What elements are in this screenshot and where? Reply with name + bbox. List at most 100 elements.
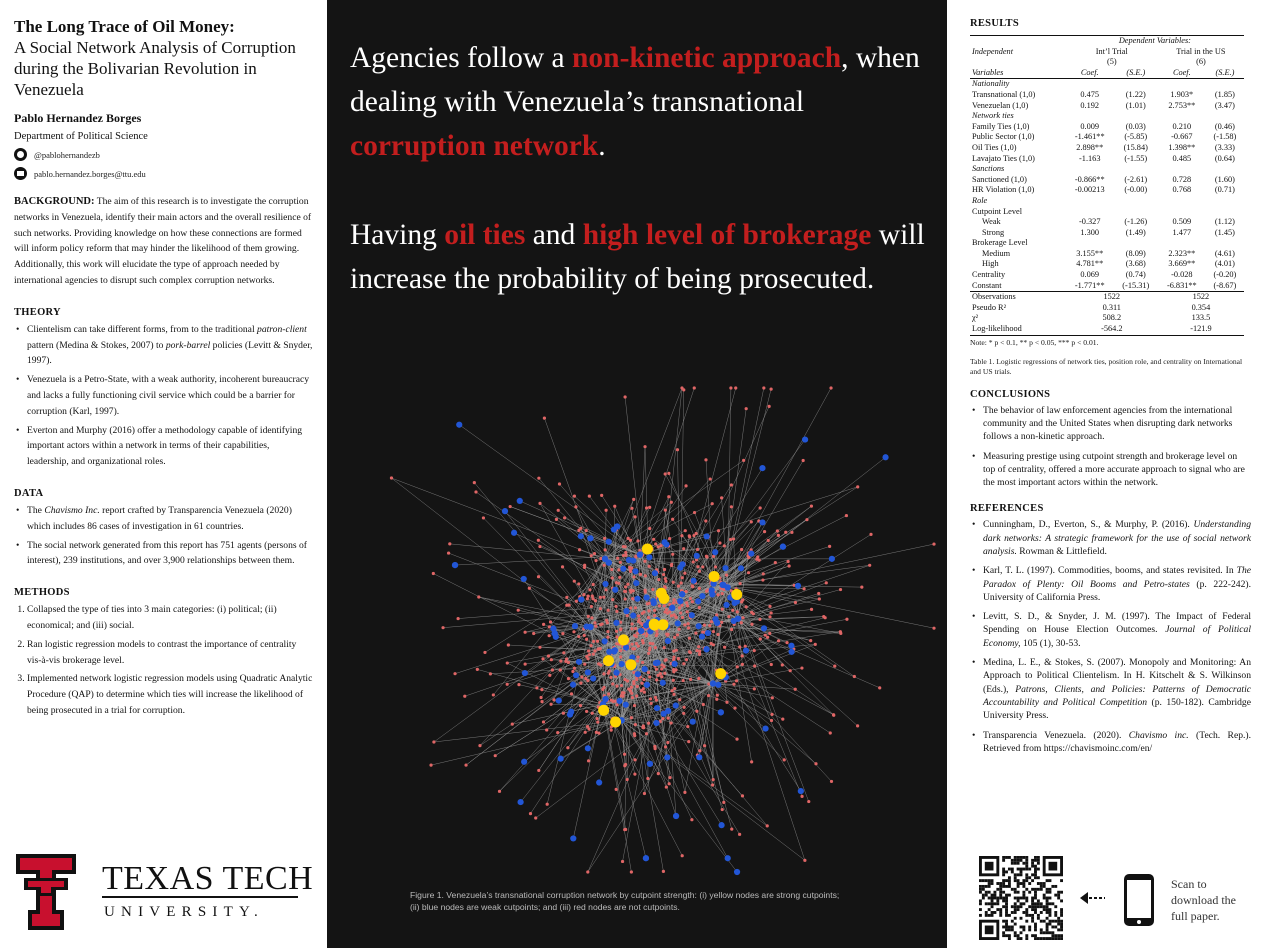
network-edge [603, 673, 622, 721]
node-non-cutpoint [755, 557, 759, 561]
network-edge [737, 593, 819, 619]
node-non-cutpoint [663, 585, 667, 589]
table-stat-row: Log-likelihood -564.2 -121.9 [970, 324, 1244, 336]
table-row: Brokerage Level [972, 238, 1028, 248]
node-non-cutpoint [535, 686, 539, 690]
network-edge [722, 565, 870, 586]
node-non-cutpoint [657, 604, 662, 608]
node-non-cutpoint [593, 599, 598, 603]
node-non-cutpoint [619, 683, 624, 688]
node-non-cutpoint [617, 568, 621, 572]
node-non-cutpoint [618, 649, 623, 653]
network-edge [602, 599, 661, 705]
node-non-cutpoint [633, 723, 637, 727]
network-edge [648, 622, 817, 764]
node-non-cutpoint [688, 596, 692, 601]
node-non-cutpoint [839, 631, 843, 635]
node-non-cutpoint [829, 779, 834, 784]
node-non-cutpoint [583, 730, 587, 734]
node-non-cutpoint [587, 494, 591, 498]
network-edge [737, 618, 772, 665]
references-heading: REFERENCES [970, 503, 1044, 515]
network-edge [672, 601, 699, 609]
node-non-cutpoint [591, 597, 595, 601]
node-non-cutpoint [604, 588, 608, 592]
table-row: Lavajato Ties (1,0) -1.163 (-1.55) 0.485 (0.… [972, 153, 1235, 163]
node-non-cutpoint [802, 587, 806, 591]
node-non-cutpoint [672, 598, 676, 602]
node-weak-cutpoint [551, 630, 558, 637]
node-non-cutpoint [646, 776, 650, 781]
node-non-cutpoint [642, 677, 646, 682]
node-non-cutpoint [623, 585, 628, 589]
node-non-cutpoint [695, 547, 700, 552]
email-address[interactable]: pablo.hernandez.borges@ttu.edu [34, 168, 146, 179]
node-non-cutpoint [448, 542, 452, 546]
node-weak-cutpoint [634, 595, 641, 602]
node-non-cutpoint [646, 670, 651, 675]
node-non-cutpoint [697, 569, 702, 573]
node-non-cutpoint [585, 597, 589, 601]
qr-code-icon[interactable] [979, 856, 1063, 940]
node-non-cutpoint [523, 630, 527, 634]
node-weak-cutpoint [733, 598, 740, 605]
node-non-cutpoint [615, 609, 619, 613]
reference-item: Levitt, S. D., & Snyder, J. M. (1997). T… [972, 610, 1251, 650]
node-non-cutpoint [660, 675, 664, 679]
node-non-cutpoint [597, 731, 601, 735]
texas-tech-logo: TEXAS TECH UNIVERSITY. [14, 852, 314, 932]
node-non-cutpoint [710, 502, 714, 506]
node-weak-cutpoint [622, 701, 629, 708]
node-weak-cutpoint [572, 672, 580, 679]
node-non-cutpoint [743, 644, 747, 648]
coef-header: Coef. [1065, 67, 1114, 80]
node-non-cutpoint [686, 622, 690, 626]
node-non-cutpoint [685, 610, 689, 614]
network-edge [579, 558, 606, 597]
node-non-cutpoint [643, 445, 647, 449]
node-non-cutpoint [786, 559, 790, 564]
network-edge [621, 649, 650, 721]
node-non-cutpoint [860, 585, 864, 589]
network-edge [601, 495, 641, 555]
node-weak-cutpoint [623, 644, 630, 651]
email-contact[interactable]: pablo.hernandez.borges@ttu.edu [14, 167, 313, 180]
network-edge [705, 459, 714, 584]
node-non-cutpoint [684, 589, 688, 594]
node-non-cutpoint [491, 693, 495, 697]
node-non-cutpoint [599, 556, 603, 561]
node-non-cutpoint [621, 694, 625, 698]
node-non-cutpoint [720, 591, 724, 596]
node-weak-cutpoint [602, 580, 609, 588]
table-row: High 4.781** (3.68) 3.669** (4.01) [982, 259, 1235, 269]
network-edge [562, 566, 625, 642]
node-non-cutpoint [691, 585, 695, 589]
node-non-cutpoint [614, 629, 619, 633]
node-non-cutpoint [632, 575, 636, 579]
node-non-cutpoint [663, 508, 667, 512]
node-non-cutpoint [728, 537, 733, 542]
github-contact[interactable]: @pablohernandezb [14, 148, 313, 161]
middle-column: Agencies follow a non-kinetic approach, … [327, 0, 947, 948]
node-non-cutpoint [583, 563, 587, 567]
node-non-cutpoint [566, 660, 571, 665]
node-non-cutpoint [640, 638, 645, 643]
network-edge [666, 626, 834, 715]
table-row: Venezuelan (1,0) 0.192 (1.01) 2.753** (3.47) [972, 100, 1235, 110]
scan-instruction: Scan to download the full paper. [1171, 877, 1236, 923]
github-handle[interactable]: @pablohernandezb [34, 149, 100, 160]
node-weak-cutpoint [634, 671, 641, 678]
node-non-cutpoint [762, 386, 766, 390]
node-non-cutpoint [591, 652, 595, 656]
network-edge [499, 663, 612, 792]
node-non-cutpoint [644, 634, 649, 638]
network-edge [660, 387, 683, 600]
node-non-cutpoint [614, 581, 618, 585]
node-non-cutpoint [800, 794, 804, 798]
node-non-cutpoint [674, 648, 678, 652]
node-non-cutpoint [741, 616, 745, 620]
node-non-cutpoint [659, 544, 663, 548]
node-non-cutpoint [671, 678, 675, 682]
network-edge [627, 607, 673, 666]
table-row: Weak -0.327 (-1.26) 0.509 (1.12) [982, 217, 1235, 227]
